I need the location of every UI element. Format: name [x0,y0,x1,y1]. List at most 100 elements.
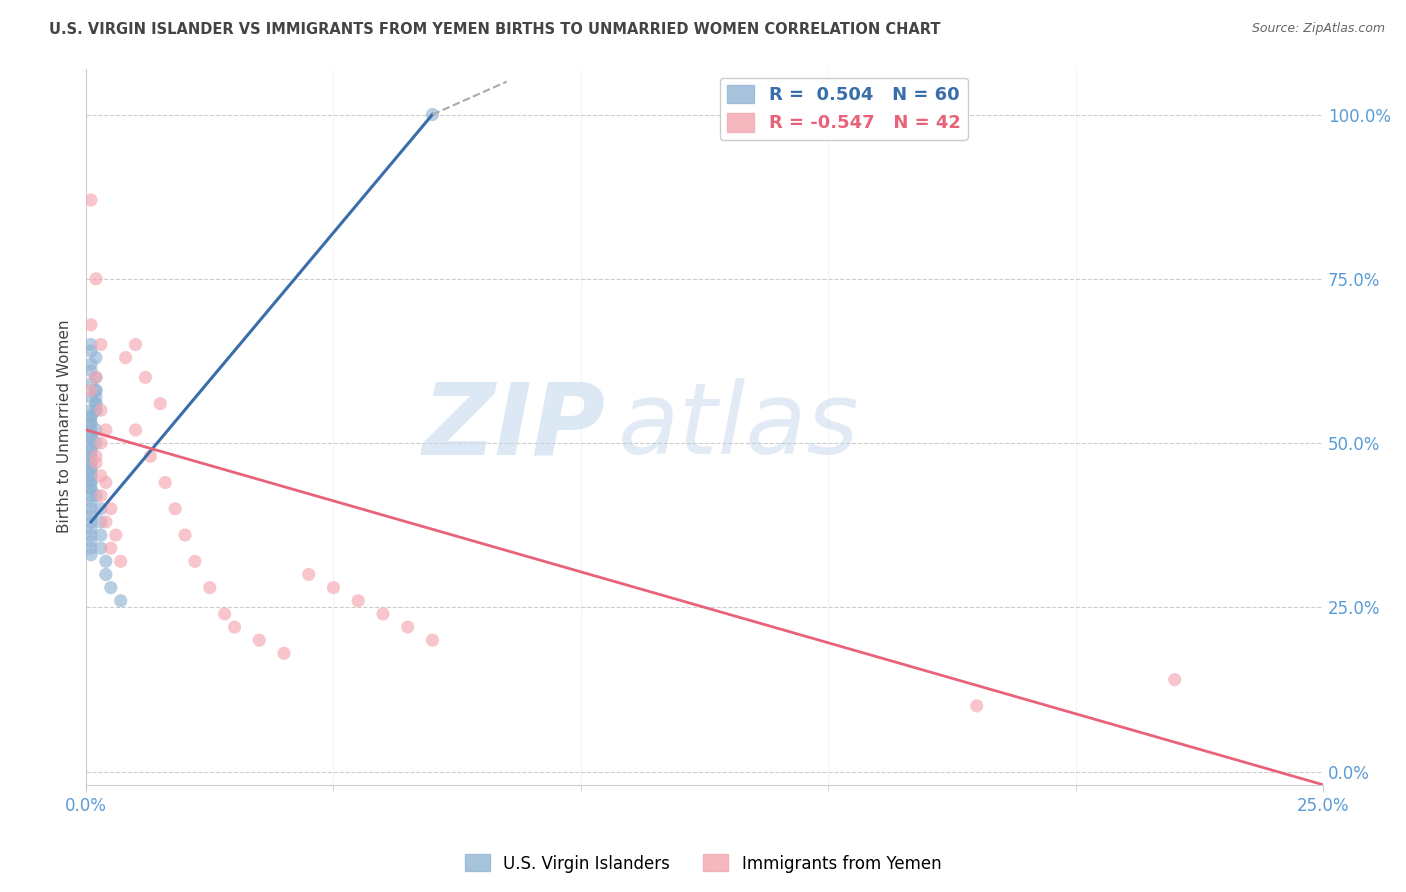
Point [80,541,103,556]
Point [347,594,370,608]
Point [80,469,103,483]
Point [80,456,103,470]
Point [80,442,103,457]
Point [139,449,162,463]
Point [273,646,295,660]
Point [80,534,103,549]
Point [224,620,246,634]
Point [165,501,187,516]
Point [80,193,103,207]
Point [80,364,103,378]
Point [84,272,107,286]
Point [80,417,103,431]
Text: U.S. VIRGIN ISLANDER VS IMMIGRANTS FROM YEMEN BIRTHS TO UNMARRIED WOMEN CORRELAT: U.S. VIRGIN ISLANDER VS IMMIGRANTS FROM … [49,22,941,37]
Point [298,567,321,582]
Point [174,528,197,542]
Text: Source: ZipAtlas.com: Source: ZipAtlas.com [1251,22,1385,36]
Point [1163,673,1185,687]
Point [422,633,444,648]
Point [90,469,112,483]
Point [84,384,107,398]
Point [80,456,103,470]
Point [966,698,988,713]
Point [149,397,172,411]
Point [84,390,107,404]
Point [90,489,112,503]
Point [110,554,132,568]
Point [80,449,103,463]
Point [80,436,103,450]
Point [84,384,107,398]
Point [100,501,122,516]
Point [80,429,103,443]
Point [184,554,207,568]
Point [90,337,112,351]
Point [90,501,112,516]
Legend: U.S. Virgin Islanders, Immigrants from Yemen: U.S. Virgin Islanders, Immigrants from Y… [458,847,948,880]
Point [80,462,103,476]
Point [80,482,103,496]
Text: ZIP: ZIP [423,378,606,475]
Point [94,515,117,529]
Point [422,107,444,121]
Point [80,462,103,476]
Point [104,528,127,542]
Point [110,594,132,608]
Point [80,344,103,359]
Point [80,318,103,332]
Point [80,384,103,398]
Y-axis label: Births to Unmarried Women: Births to Unmarried Women [58,320,72,533]
Point [80,482,103,496]
Point [214,607,236,621]
Point [84,449,107,463]
Point [80,475,103,490]
Point [247,633,270,648]
Point [198,581,221,595]
Point [80,489,103,503]
Point [84,403,107,417]
Point [155,475,177,490]
Point [84,370,107,384]
Point [80,409,103,424]
Point [90,403,112,417]
Point [80,409,103,424]
Point [80,495,103,509]
Point [80,449,103,463]
Point [80,528,103,542]
Point [84,351,107,365]
Point [84,456,107,470]
Point [90,541,112,556]
Point [100,581,122,595]
Point [80,423,103,437]
Point [322,581,344,595]
Point [80,442,103,457]
Point [94,567,117,582]
Point [84,397,107,411]
Point [80,475,103,490]
Point [94,423,117,437]
Point [94,554,117,568]
Point [100,541,122,556]
Legend: R =  0.504   N = 60, R = -0.547   N = 42: R = 0.504 N = 60, R = -0.547 N = 42 [720,78,967,140]
Point [80,357,103,371]
Point [80,417,103,431]
Point [80,548,103,562]
Text: atlas: atlas [619,378,859,475]
Point [114,351,136,365]
Point [80,515,103,529]
Point [80,521,103,535]
Point [371,607,394,621]
Point [134,370,156,384]
Point [124,337,146,351]
Point [80,390,103,404]
Point [90,515,112,529]
Point [90,436,112,450]
Point [80,337,103,351]
Point [80,508,103,523]
Point [84,403,107,417]
Point [80,469,103,483]
Point [124,423,146,437]
Point [84,489,107,503]
Point [80,376,103,391]
Point [94,475,117,490]
